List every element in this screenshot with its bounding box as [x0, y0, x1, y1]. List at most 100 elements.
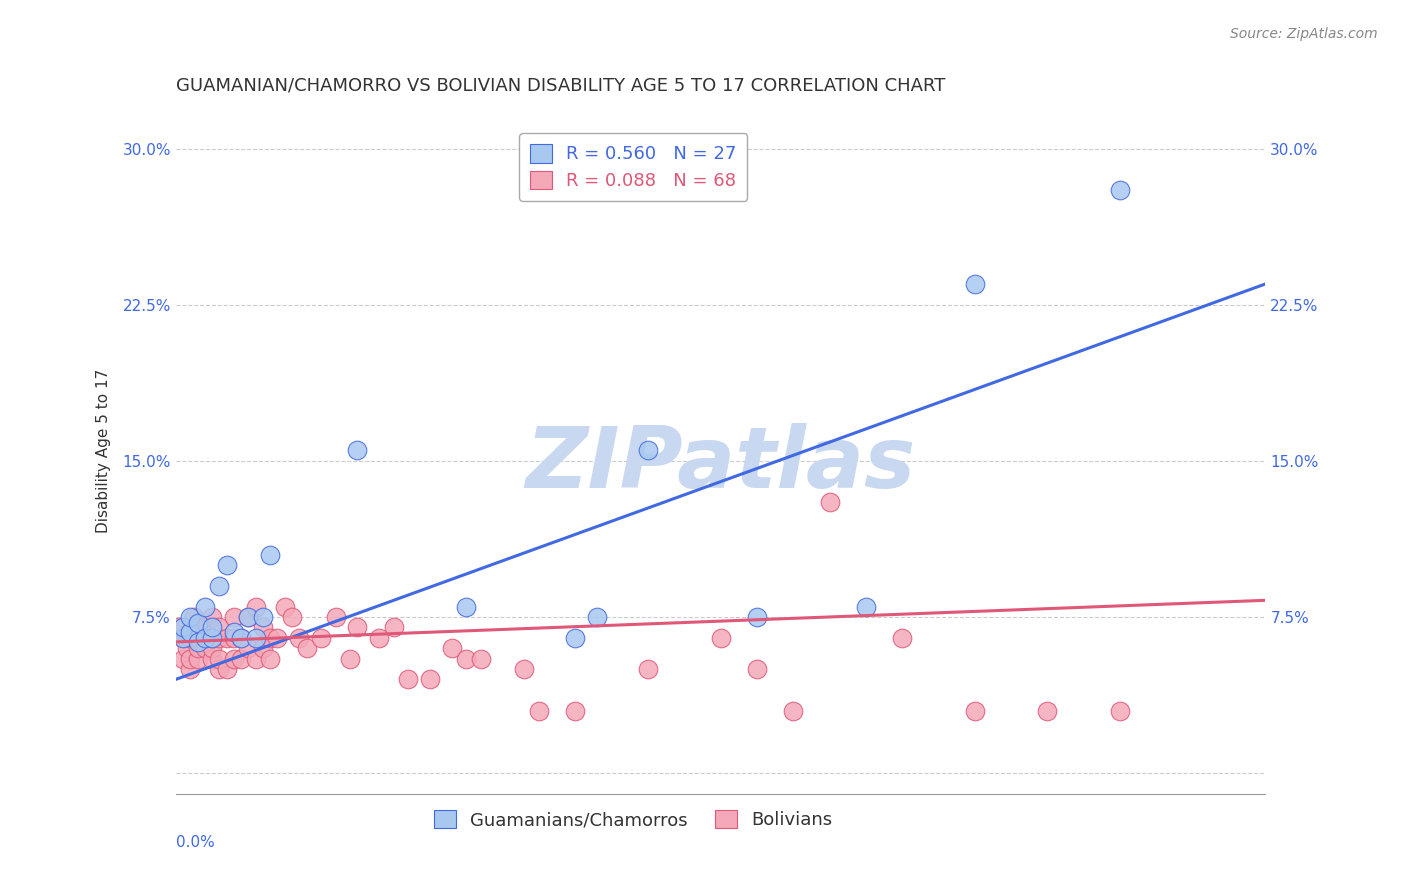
Point: [419, 673, 441, 687]
Point: [396, 673, 419, 687]
Point: [179, 651, 201, 665]
Point: [1036, 704, 1059, 718]
Point: [172, 631, 194, 645]
Point: [169, 620, 191, 634]
Point: [325, 610, 347, 624]
Point: [176, 631, 198, 645]
Point: [231, 651, 253, 665]
Point: [208, 651, 231, 665]
Point: [382, 620, 405, 634]
Point: [201, 641, 224, 656]
Point: [346, 443, 368, 458]
Point: [215, 662, 238, 676]
Point: [176, 641, 198, 656]
Text: GUAMANIAN/CHAMORRO VS BOLIVIAN DISABILITY AGE 5 TO 17 CORRELATION CHART: GUAMANIAN/CHAMORRO VS BOLIVIAN DISABILIT…: [176, 77, 945, 95]
Point: [179, 624, 201, 639]
Point: [252, 641, 274, 656]
Point: [231, 631, 253, 645]
Point: [222, 651, 245, 665]
Point: [194, 631, 217, 645]
Point: [470, 651, 492, 665]
Point: [259, 651, 281, 665]
Point: [245, 631, 267, 645]
Point: [186, 631, 209, 645]
Point: [527, 704, 550, 718]
Point: [564, 631, 586, 645]
Text: Source: ZipAtlas.com: Source: ZipAtlas.com: [1230, 27, 1378, 41]
Point: [309, 631, 332, 645]
Point: [637, 443, 659, 458]
Point: [295, 641, 318, 656]
Point: [238, 610, 260, 624]
Point: [818, 495, 841, 509]
Point: [259, 548, 281, 562]
Point: [586, 610, 609, 624]
Point: [201, 651, 224, 665]
Point: [710, 631, 733, 645]
Point: [513, 662, 536, 676]
Point: [222, 624, 245, 639]
Point: [179, 610, 201, 624]
Point: [782, 704, 804, 718]
Point: [186, 641, 209, 656]
Point: [259, 631, 281, 645]
Point: [215, 631, 238, 645]
Point: [194, 631, 217, 645]
Point: [201, 610, 224, 624]
Point: [440, 641, 463, 656]
Point: [222, 631, 245, 645]
Point: [201, 631, 224, 645]
Point: [215, 558, 238, 572]
Point: [222, 610, 245, 624]
Text: 0.0%: 0.0%: [176, 835, 215, 850]
Point: [208, 631, 231, 645]
Point: [245, 651, 267, 665]
Point: [172, 631, 194, 645]
Point: [1109, 704, 1132, 718]
Point: [231, 631, 253, 645]
Point: [252, 620, 274, 634]
Text: ZIPatlas: ZIPatlas: [526, 423, 915, 506]
Point: [963, 704, 986, 718]
Point: [891, 631, 914, 645]
Point: [245, 599, 267, 614]
Point: [201, 631, 224, 645]
Point: [456, 599, 478, 614]
Point: [208, 579, 231, 593]
Point: [183, 610, 205, 624]
Point: [194, 599, 217, 614]
Y-axis label: Disability Age 5 to 17: Disability Age 5 to 17: [96, 368, 111, 533]
Point: [186, 651, 209, 665]
Point: [172, 651, 194, 665]
Point: [281, 610, 304, 624]
Point: [252, 610, 274, 624]
Point: [456, 651, 478, 665]
Point: [339, 651, 361, 665]
Point: [368, 631, 391, 645]
Point: [637, 662, 659, 676]
Point: [208, 620, 231, 634]
Point: [194, 641, 217, 656]
Point: [186, 620, 209, 634]
Point: [745, 610, 768, 624]
Point: [183, 620, 205, 634]
Point: [564, 704, 586, 718]
Point: [186, 616, 209, 631]
Point: [172, 620, 194, 634]
Point: [208, 662, 231, 676]
Point: [194, 620, 217, 634]
Point: [266, 631, 288, 645]
Point: [274, 599, 297, 614]
Point: [186, 635, 209, 649]
Point: [238, 610, 260, 624]
Point: [179, 662, 201, 676]
Point: [201, 620, 224, 634]
Point: [963, 277, 986, 291]
Point: [238, 641, 260, 656]
Point: [288, 631, 311, 645]
Point: [745, 662, 768, 676]
Point: [179, 631, 201, 645]
Point: [855, 599, 877, 614]
Point: [346, 620, 368, 634]
Legend: Guamanians/Chamorros, Bolivians: Guamanians/Chamorros, Bolivians: [427, 803, 839, 837]
